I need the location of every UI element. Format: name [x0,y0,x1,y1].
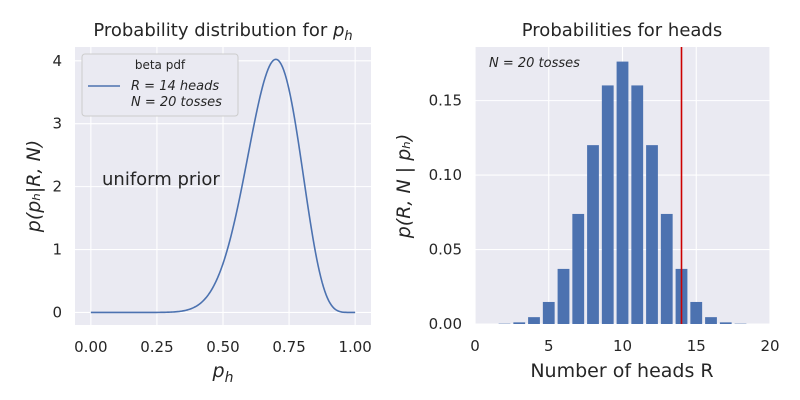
right-chart-title: Probabilities for heads [522,20,722,41]
right-x-tick-labels: 0 5 10 15 20 [470,337,779,355]
left-y-tick-labels: 0 1 2 3 4 [52,52,62,322]
right-y-axis-label: p(R, N | pₕ) [393,134,415,240]
right-y-tick-label: 0.05 [429,241,462,259]
right-x-tick-label: 0 [470,337,480,355]
bar-r-11 [631,85,644,324]
bar-r-16 [705,317,717,324]
bar-r-3 [513,322,526,324]
bar-r-15 [690,301,703,324]
legend-box [81,53,239,117]
legend-entry-heads: R = 14 heads [131,79,219,94]
probability-bars [498,61,747,325]
bar-r-8 [587,145,599,324]
right-y-tick-label: 0.10 [429,166,462,184]
bar-r-7 [572,213,585,324]
left-x-tick-label: 0.25 [140,338,173,356]
bar-r-9 [601,85,614,324]
left-x-tick-label: 0.50 [206,338,239,356]
legend-title: beta pdf [135,58,186,72]
beta-pdf-curve [90,58,356,314]
left-chart-title: Probability distribution for ph [93,20,352,44]
left-y-tick-label: 2 [52,178,62,196]
bar-r-12 [646,145,658,324]
right-y-tick-label: 0.00 [429,315,462,333]
bar-r-4 [528,317,540,324]
left-chart: 0.00 0.25 0.50 0.75 1.00 0 1 2 3 4 Probability d… [23,20,372,386]
bar-r-17 [719,322,732,324]
left-x-tick-label: 0.00 [74,338,107,356]
right-y-tick-label: 0.15 [429,92,462,110]
left-y-tick-label: 3 [52,115,62,133]
bar-r-6 [557,268,570,324]
right-x-tick-label: 15 [687,337,706,355]
tosses-annotation: N = 20 tosses [489,56,580,71]
right-x-tick-label: 20 [760,337,779,355]
right-x-tick-label: 5 [544,337,554,355]
left-y-tick-label: 0 [52,303,62,321]
left-y-tick-label: 1 [52,241,62,259]
left-x-tick-labels: 0.00 0.25 0.50 0.75 1.00 [74,338,372,356]
left-y-axis-label: p(pₕ|R, N) [23,140,45,233]
bar-r-10 [616,61,629,325]
right-y-tick-labels: 0.00 0.05 0.10 0.15 [429,92,462,333]
left-x-tick-label: 0.75 [272,338,305,356]
right-x-axis-label: Number of heads R [530,360,713,382]
left-legend: beta pdf R = 14 heads N = 20 tosses [81,53,239,117]
uniform-prior-annotation: uniform prior [102,169,220,190]
left-y-tick-label: 4 [52,52,62,70]
right-chart: 0 5 10 15 20 0.00 0.05 0.10 0.15 Probabilities … [393,20,780,382]
bar-r-5 [542,301,555,324]
right-x-tick-label: 10 [613,337,632,355]
left-x-axis-label: ph [212,360,234,386]
left-x-tick-label: 1.00 [338,338,371,356]
bar-r-13 [660,213,673,324]
legend-entry-tosses: N = 20 tosses [131,95,222,110]
